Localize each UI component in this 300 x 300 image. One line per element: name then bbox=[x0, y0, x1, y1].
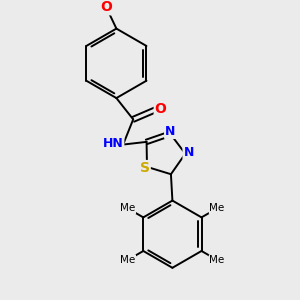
Text: N: N bbox=[184, 146, 194, 159]
Text: N: N bbox=[165, 125, 175, 138]
Text: O: O bbox=[100, 0, 112, 14]
Text: Me: Me bbox=[120, 255, 135, 265]
Text: HN: HN bbox=[103, 137, 123, 150]
Text: Me: Me bbox=[120, 203, 135, 213]
Text: S: S bbox=[140, 161, 150, 175]
Text: Me: Me bbox=[209, 203, 225, 213]
Text: O: O bbox=[155, 102, 167, 116]
Text: Me: Me bbox=[209, 255, 225, 265]
